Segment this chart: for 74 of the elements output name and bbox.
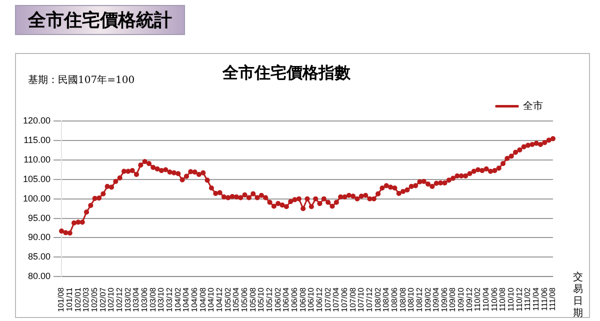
text: 基期：民國107年=100	[28, 74, 135, 87]
x-tick-label: 110/08	[498, 286, 508, 312]
x-tick-label: 107/10	[356, 286, 366, 312]
x-tick-label: 106/10	[306, 286, 316, 312]
x-tick-label: 109/04	[432, 286, 441, 312]
x-tick-label: 106/02	[273, 286, 282, 312]
x-tick-label: 106/12	[314, 286, 324, 312]
x-tick-label: 104/06	[190, 286, 200, 312]
x-tick-label: 101/11	[65, 286, 74, 312]
x-tick-label: 110/10	[506, 286, 516, 312]
x-tick-label: 102/10	[106, 286, 116, 312]
x-tick-label: 104/02	[173, 286, 182, 312]
x-tick-label: 109/12	[464, 286, 474, 312]
x-tick-label: 103/06	[140, 286, 150, 312]
x-tick-label: 107/08	[348, 286, 358, 312]
x-tick-label: 103/08	[148, 286, 158, 312]
x-tick-label: 105/08	[248, 286, 258, 312]
chart-subtitle: 全市住宅價格指數	[222, 62, 352, 82]
x-tick-label: 103/04	[132, 286, 141, 312]
y-tick-label: 85.00	[28, 252, 51, 262]
x-tick-label: 109/02	[423, 286, 432, 312]
x-tick-label: 111/02	[523, 286, 532, 311]
x-tick-label: 109/06	[440, 286, 449, 312]
x-tick-label: 111/08	[548, 286, 558, 311]
y-tick-label: 100.00	[22, 193, 51, 204]
x-tick-label: 104/08	[198, 286, 208, 312]
x-tick-label: 106/08	[298, 286, 308, 312]
x-tick-label: 102/05	[90, 286, 100, 312]
x-tick-label: 106/04	[282, 286, 291, 312]
y-tick-label: 115.00	[24, 135, 51, 146]
chart-title: 全市住宅價格統計	[15, 5, 185, 35]
x-tick-label: 107/04	[332, 286, 341, 312]
x-tick-label: 106/06	[290, 286, 299, 312]
y-tick-label: 95.00	[28, 212, 51, 223]
x-tick-label: 102/12	[115, 286, 124, 312]
x-axis-title: 交易日期	[573, 272, 584, 320]
x-tick-label: 108/06	[390, 286, 399, 312]
x-tick-label: 107/02	[323, 286, 332, 312]
x-tick-label: 107/06	[340, 286, 349, 312]
y-tick-label: 120.00	[22, 116, 51, 126]
x-tick-label: 111/04	[532, 286, 541, 311]
y-tick-label: 105.00	[22, 174, 51, 184]
x-tick-label: 102/07	[98, 286, 108, 312]
x-tick-label: 110/02	[473, 286, 482, 312]
x-tick-label: 105/04	[232, 286, 241, 312]
x-tick-label: 107/12	[364, 286, 374, 312]
x-tick-label: 111/06	[540, 286, 549, 311]
x-tick-label: 108/04	[382, 286, 391, 312]
x-tick-label: 103/10	[156, 286, 166, 312]
x-tick-label: 104/12	[215, 286, 224, 312]
y-tick-label: 80.00	[28, 271, 51, 282]
y-tick-label: 110.00	[24, 154, 51, 165]
x-tick-label: 103/02	[123, 286, 132, 312]
x-tick-label: 110/06	[490, 286, 499, 312]
x-tick-label: 104/04	[182, 286, 191, 312]
x-tick-label: 108/10	[406, 286, 416, 312]
x-tick-label: 105/12	[264, 286, 274, 312]
x-tick-label: 110/04	[482, 286, 491, 312]
x-tick-label: 109/10	[456, 286, 466, 312]
x-tick-label: 103/12	[165, 286, 174, 312]
x-tick-label: 108/08	[398, 286, 408, 312]
y-tick-label: 90.00	[28, 232, 51, 242]
x-tick-label: 101/08	[56, 286, 66, 312]
x-tick-label: 105/10	[256, 286, 266, 312]
x-tick-label: 102/01	[73, 286, 82, 312]
legend-label: 全市	[523, 100, 543, 112]
x-tick-label: 108/12	[414, 286, 424, 312]
x-tick-label: 110/12	[514, 286, 524, 312]
x-tick-label: 102/03	[82, 286, 91, 312]
x-tick-label: 105/06	[240, 286, 249, 312]
x-tick-label: 105/02	[223, 286, 232, 312]
x-tick-label: 104/10	[206, 286, 216, 312]
x-tick-label: 108/02	[373, 286, 382, 312]
x-tick-label: 109/08	[448, 286, 458, 312]
